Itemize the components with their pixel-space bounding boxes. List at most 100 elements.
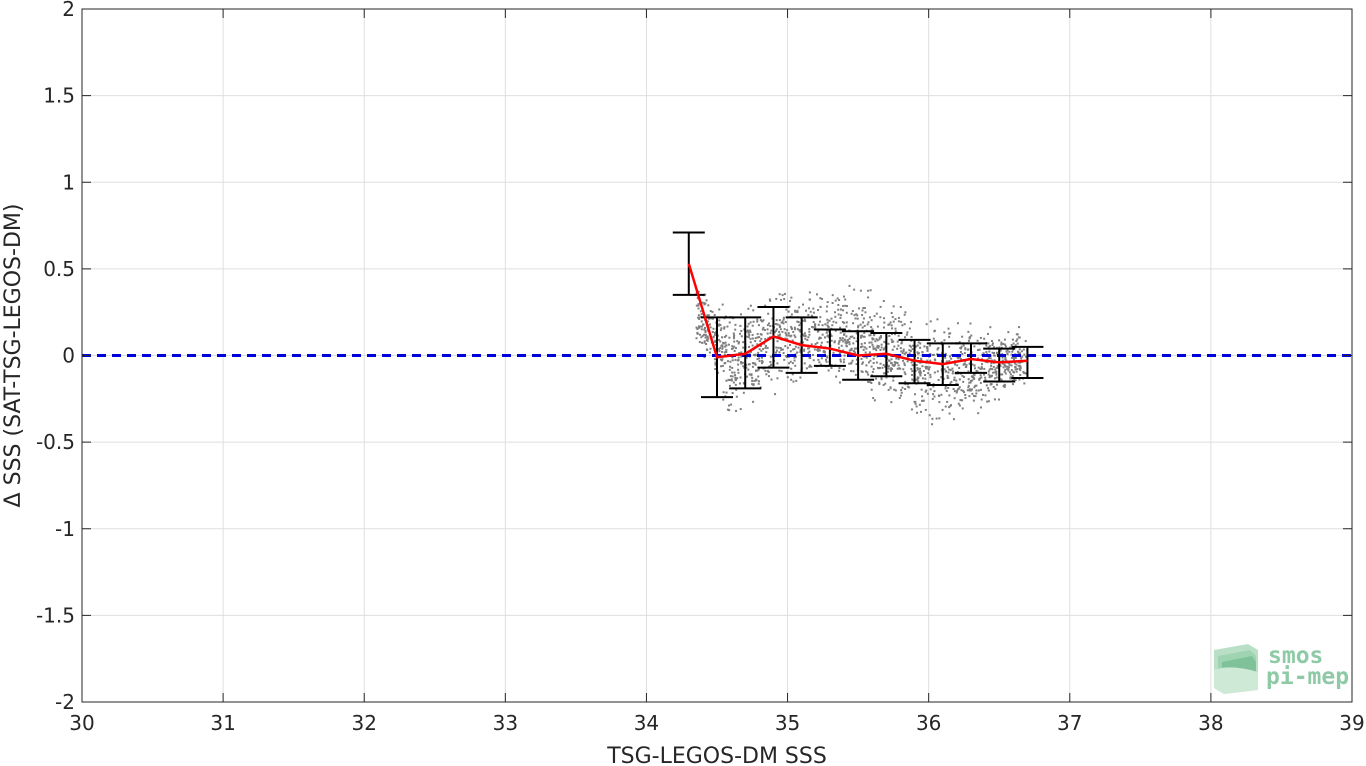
scatter-point bbox=[784, 345, 787, 348]
scatter-point bbox=[875, 349, 878, 352]
scatter-point bbox=[998, 339, 1001, 342]
scatter-point bbox=[925, 323, 928, 326]
scatter-point bbox=[703, 326, 706, 329]
scatter-point bbox=[1004, 364, 1007, 367]
scatter-point bbox=[910, 367, 913, 370]
scatter-point bbox=[940, 368, 943, 371]
scatter-point bbox=[723, 362, 726, 365]
scatter-point bbox=[831, 324, 834, 327]
scatter-point bbox=[752, 309, 755, 312]
scatter-point bbox=[925, 346, 928, 349]
scatter-point bbox=[966, 389, 969, 392]
x-tick-label: 33 bbox=[493, 711, 518, 735]
scatter-point bbox=[948, 360, 951, 363]
scatter-point bbox=[703, 328, 706, 331]
scatter-point bbox=[821, 324, 824, 327]
scatter-point bbox=[903, 313, 906, 316]
scatter-point bbox=[764, 346, 767, 349]
scatter-point bbox=[917, 376, 920, 379]
scatter-point bbox=[702, 333, 705, 336]
scatter-point bbox=[951, 372, 954, 375]
scatter-point bbox=[977, 412, 980, 415]
scatter-point bbox=[717, 338, 720, 341]
scatter-point bbox=[697, 314, 700, 317]
scatter-point bbox=[709, 310, 712, 313]
scatter-point bbox=[1014, 366, 1017, 369]
scatter-point bbox=[845, 344, 848, 347]
scatter-point bbox=[859, 323, 862, 326]
scatter-point bbox=[889, 387, 892, 390]
scatter-point bbox=[1017, 351, 1020, 354]
scatter-point bbox=[695, 304, 698, 307]
scatter-point bbox=[737, 342, 740, 345]
scatter-point bbox=[769, 355, 772, 358]
scatter-point bbox=[809, 298, 812, 301]
scatter-point bbox=[758, 336, 761, 339]
scatter-point bbox=[812, 321, 815, 324]
scatter-point bbox=[721, 358, 724, 361]
scatter-point bbox=[873, 399, 876, 402]
scatter-point bbox=[746, 329, 749, 332]
scatter-point bbox=[1015, 333, 1018, 336]
scatter-point bbox=[910, 361, 913, 364]
scatter-point bbox=[769, 299, 772, 302]
scatter-point bbox=[801, 333, 804, 336]
scatter-point bbox=[1017, 326, 1020, 329]
scatter-point bbox=[750, 350, 753, 353]
scatter-point bbox=[837, 369, 840, 372]
scatter-point bbox=[948, 406, 951, 409]
scatter-point bbox=[792, 330, 795, 333]
scatter-point bbox=[739, 332, 742, 335]
scatter-point bbox=[839, 331, 842, 334]
scatter-point bbox=[726, 408, 729, 411]
scatter-point bbox=[819, 320, 822, 323]
scatter-point bbox=[846, 305, 849, 308]
scatter-point bbox=[803, 334, 806, 337]
scatter-point bbox=[737, 371, 740, 374]
scatter-point bbox=[924, 408, 927, 411]
scatter-point bbox=[807, 347, 810, 350]
scatter-point bbox=[975, 384, 978, 387]
scatter-point bbox=[767, 375, 770, 378]
scatter-point bbox=[754, 340, 757, 343]
scatter-point bbox=[727, 343, 730, 346]
scatter-point bbox=[771, 317, 774, 320]
scatter-point bbox=[914, 369, 917, 372]
scatter-point bbox=[963, 391, 966, 394]
scatter-point bbox=[960, 389, 963, 392]
scatter-point bbox=[1019, 361, 1022, 364]
scatter-point bbox=[1003, 383, 1006, 386]
scatter-point bbox=[983, 337, 986, 340]
scatter-point bbox=[1011, 374, 1014, 377]
scatter-point bbox=[1008, 362, 1011, 365]
scatter-point bbox=[778, 324, 781, 327]
scatter-point bbox=[760, 337, 763, 340]
scatter-point bbox=[819, 337, 822, 340]
scatter-point bbox=[999, 349, 1002, 352]
scatter-point bbox=[780, 321, 783, 324]
scatter-point bbox=[914, 402, 917, 405]
scatter-point bbox=[732, 381, 735, 384]
scatter-point bbox=[938, 417, 941, 420]
scatter-point bbox=[890, 367, 893, 370]
scatter-point bbox=[759, 319, 762, 322]
scatter-point bbox=[902, 359, 905, 362]
scatter-point bbox=[832, 351, 835, 354]
scatter-point bbox=[883, 340, 886, 343]
scatter-point bbox=[893, 345, 896, 348]
scatter-point bbox=[861, 370, 864, 373]
scatter-point bbox=[948, 345, 951, 348]
scatter-point bbox=[989, 383, 992, 386]
scatter-point bbox=[861, 314, 864, 317]
scatter-point bbox=[988, 350, 991, 353]
scatter-point bbox=[697, 303, 700, 306]
scatter-point bbox=[745, 375, 748, 378]
scatter-point bbox=[1018, 348, 1021, 351]
scatter-point bbox=[793, 334, 796, 337]
scatter-point bbox=[894, 327, 897, 330]
scatter-point bbox=[721, 303, 724, 306]
scatter-point bbox=[725, 344, 728, 347]
scatter-point bbox=[780, 370, 783, 373]
scatter-point bbox=[730, 379, 733, 382]
scatter-point bbox=[807, 336, 810, 339]
